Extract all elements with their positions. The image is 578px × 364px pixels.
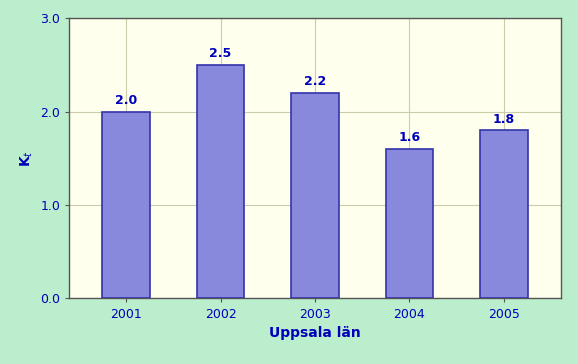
Bar bbox=[386, 149, 433, 298]
Y-axis label: K$_t$: K$_t$ bbox=[18, 150, 35, 167]
Bar bbox=[480, 130, 528, 298]
Text: 2.5: 2.5 bbox=[209, 47, 232, 60]
Bar bbox=[291, 93, 339, 298]
Text: 2.2: 2.2 bbox=[304, 75, 326, 88]
X-axis label: Uppsala län: Uppsala län bbox=[269, 326, 361, 340]
Text: 1.8: 1.8 bbox=[493, 112, 515, 126]
Bar bbox=[102, 112, 150, 298]
Text: 1.6: 1.6 bbox=[398, 131, 421, 144]
Bar bbox=[197, 65, 244, 298]
Text: 2.0: 2.0 bbox=[115, 94, 137, 107]
